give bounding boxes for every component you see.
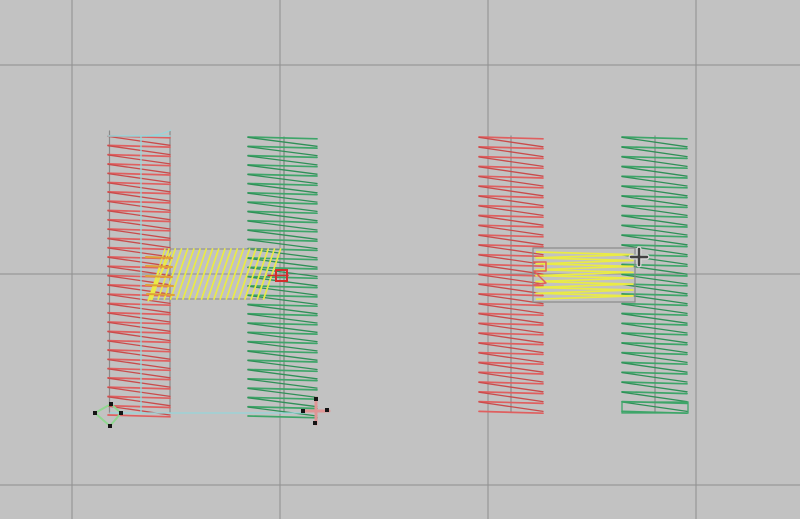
left-h-crossbar-underlay-marks	[145, 256, 175, 296]
right-h-green-satin-column[interactable]	[621, 136, 688, 415]
end-point-cross-handle[interactable]	[302, 396, 331, 426]
right-h-yellow-crossbar-zigzag[interactable]	[535, 251, 634, 301]
right-h-green-column-bottom-outline	[621, 401, 689, 414]
crosshair-cursor-icon	[628, 246, 650, 268]
right-h-crossbar-selection-outline[interactable]	[532, 247, 636, 303]
end-point-handle-dots[interactable]	[301, 397, 329, 425]
right-h-red-connector-stitch	[532, 261, 547, 286]
start-point-handle-dots[interactable]	[93, 402, 123, 428]
left-h-red-column-top-curve	[145, 129, 172, 137]
left-h-crossbar-end-marker-square[interactable]	[275, 269, 288, 282]
left-h-yellow-crossbar-satin[interactable]	[151, 248, 282, 300]
right-h-red-satin-column[interactable]	[478, 136, 544, 415]
